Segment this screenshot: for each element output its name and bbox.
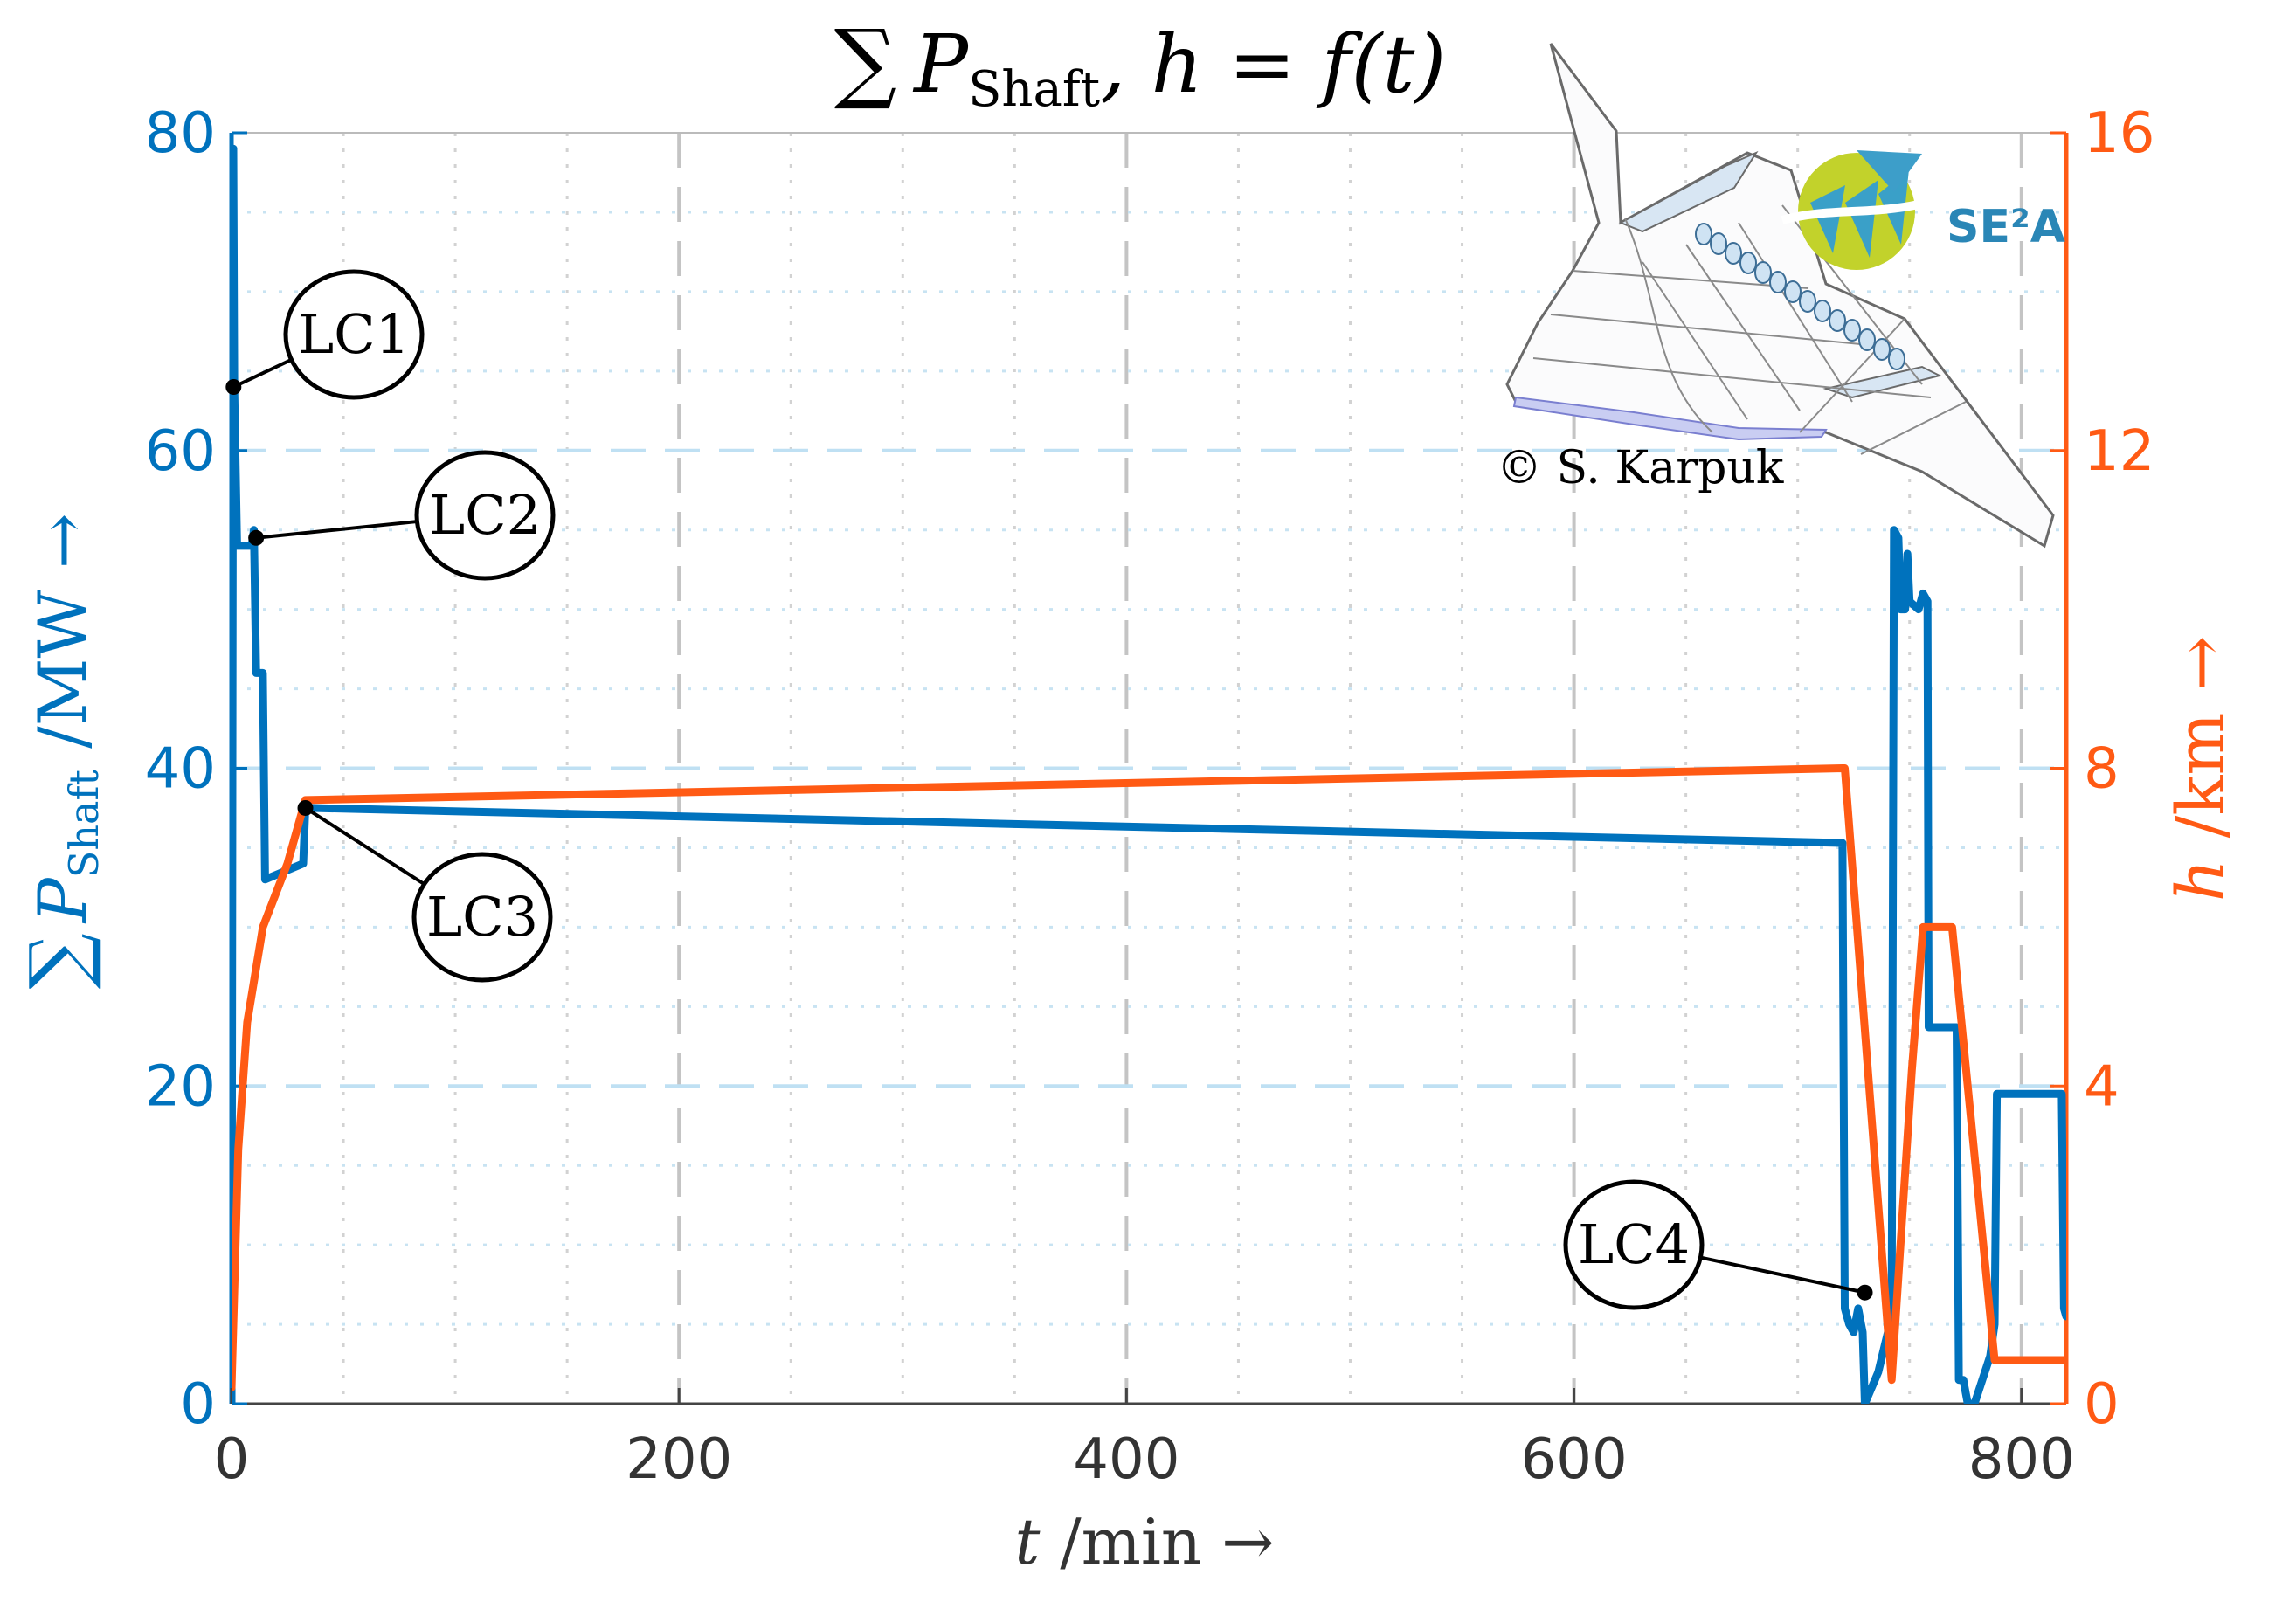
copyright-text: © S. Karpuk	[1497, 442, 1784, 494]
chart-title: ∑ PShaft, h = f(t)	[834, 10, 1446, 118]
propulsor-fan-icon	[1710, 232, 1727, 255]
title-rest: , h = f(t)	[1100, 17, 1446, 111]
y-right-tick-label: 16	[2084, 101, 2154, 166]
callout-label: LC3	[426, 885, 538, 949]
aircraft-tail-fin	[1618, 150, 1759, 233]
propulsor-fan-icon	[1858, 328, 1876, 351]
x-tick-label: 0	[214, 1427, 250, 1492]
load-case-callouts: LC1 LC2 LC3 LC4	[225, 269, 1873, 1310]
callout-label: LC1	[298, 302, 410, 366]
y-left-tick-label: 80	[145, 101, 216, 166]
x-tick-label: 200	[626, 1427, 732, 1492]
aircraft-propulsor-row	[1695, 223, 1905, 370]
y-right-tick-label: 12	[2084, 419, 2154, 484]
callout-bubble	[283, 269, 425, 400]
y-left-subscript: Shaft	[60, 770, 107, 879]
shaft-power-series-line	[232, 144, 2066, 1404]
x-axis-label: t /min →	[1015, 1505, 1275, 1578]
callout-marker	[248, 529, 265, 546]
propulsor-fan-icon	[1784, 280, 1802, 303]
callout-bubble	[414, 450, 556, 581]
y-right-tick-label: 0	[2084, 1372, 2120, 1437]
callout-marker	[1857, 1284, 1873, 1301]
propulsor-fan-icon	[1695, 223, 1712, 245]
y-right-variable: h	[2161, 859, 2239, 901]
se2a-logo-swoosh	[1781, 200, 1920, 224]
propulsor-fan-icon	[1769, 271, 1787, 293]
y-left-tick-label: 40	[145, 737, 216, 802]
propulsor-fan-icon	[1739, 252, 1757, 274]
y-left-tick-label: 0	[180, 1372, 216, 1437]
callout-leader-line	[1699, 1255, 1865, 1295]
callout-bubble	[1563, 1179, 1705, 1310]
y-left-p-symbol: P	[24, 876, 101, 924]
y-left-unit: /MW →	[24, 513, 101, 770]
x-tick-label: 400	[1073, 1427, 1179, 1492]
y-left-sum-symbol: ∑	[13, 933, 105, 989]
x-tick-label: 600	[1521, 1427, 1628, 1492]
aircraft-fuselage-underside	[1512, 396, 1828, 441]
y-axis-left-label: ∑ PShaft /MW →	[13, 513, 107, 989]
x-tick-label: 800	[1968, 1427, 2075, 1492]
propulsor-fan-icon	[1843, 319, 1861, 342]
callout-label: LC4	[1578, 1212, 1690, 1276]
se2a-logo-triangle	[1857, 150, 1922, 192]
propulsor-fan-icon	[1814, 300, 1831, 322]
altitude-series-line	[232, 764, 2066, 1392]
aircraft-illustration	[1505, 43, 2055, 549]
propulsor-fan-icon	[1873, 338, 1891, 361]
callout-leader-line	[255, 520, 418, 540]
y-left-tick-label: 60	[145, 419, 216, 484]
x-axis-label-variable: t	[1015, 1505, 1041, 1578]
callout-marker	[225, 379, 242, 395]
y-left-tick-label: 20	[145, 1054, 216, 1119]
callout-leader-line	[304, 806, 425, 886]
callout-marker	[297, 799, 314, 816]
title-sum-symbol: ∑	[834, 10, 896, 113]
title-subscript: Shaft	[968, 61, 1101, 118]
se2a-logo-text: SE²A	[1947, 201, 2065, 253]
y-right-unit: /km →	[2161, 636, 2239, 860]
y-right-tick-label: 8	[2084, 737, 2120, 802]
propulsor-fan-icon	[1888, 348, 1905, 370]
callout-bubble	[411, 852, 553, 983]
propulsor-fan-icon	[1799, 290, 1816, 313]
title-p-symbol: P	[912, 17, 970, 111]
x-axis-label-unit: /min →	[1040, 1505, 1274, 1578]
y-axis-right-label: h /km →	[2161, 636, 2239, 902]
propulsor-fan-icon	[1725, 242, 1742, 265]
aircraft-wing-outline	[1505, 43, 2055, 549]
callout-leader-line	[232, 357, 293, 389]
propulsor-fan-icon	[1754, 261, 1772, 284]
y-right-tick-label: 4	[2084, 1054, 2120, 1119]
propulsor-fan-icon	[1829, 309, 1846, 332]
se2a-logo: SE²A	[1781, 150, 2065, 270]
callout-label: LC2	[429, 483, 541, 547]
